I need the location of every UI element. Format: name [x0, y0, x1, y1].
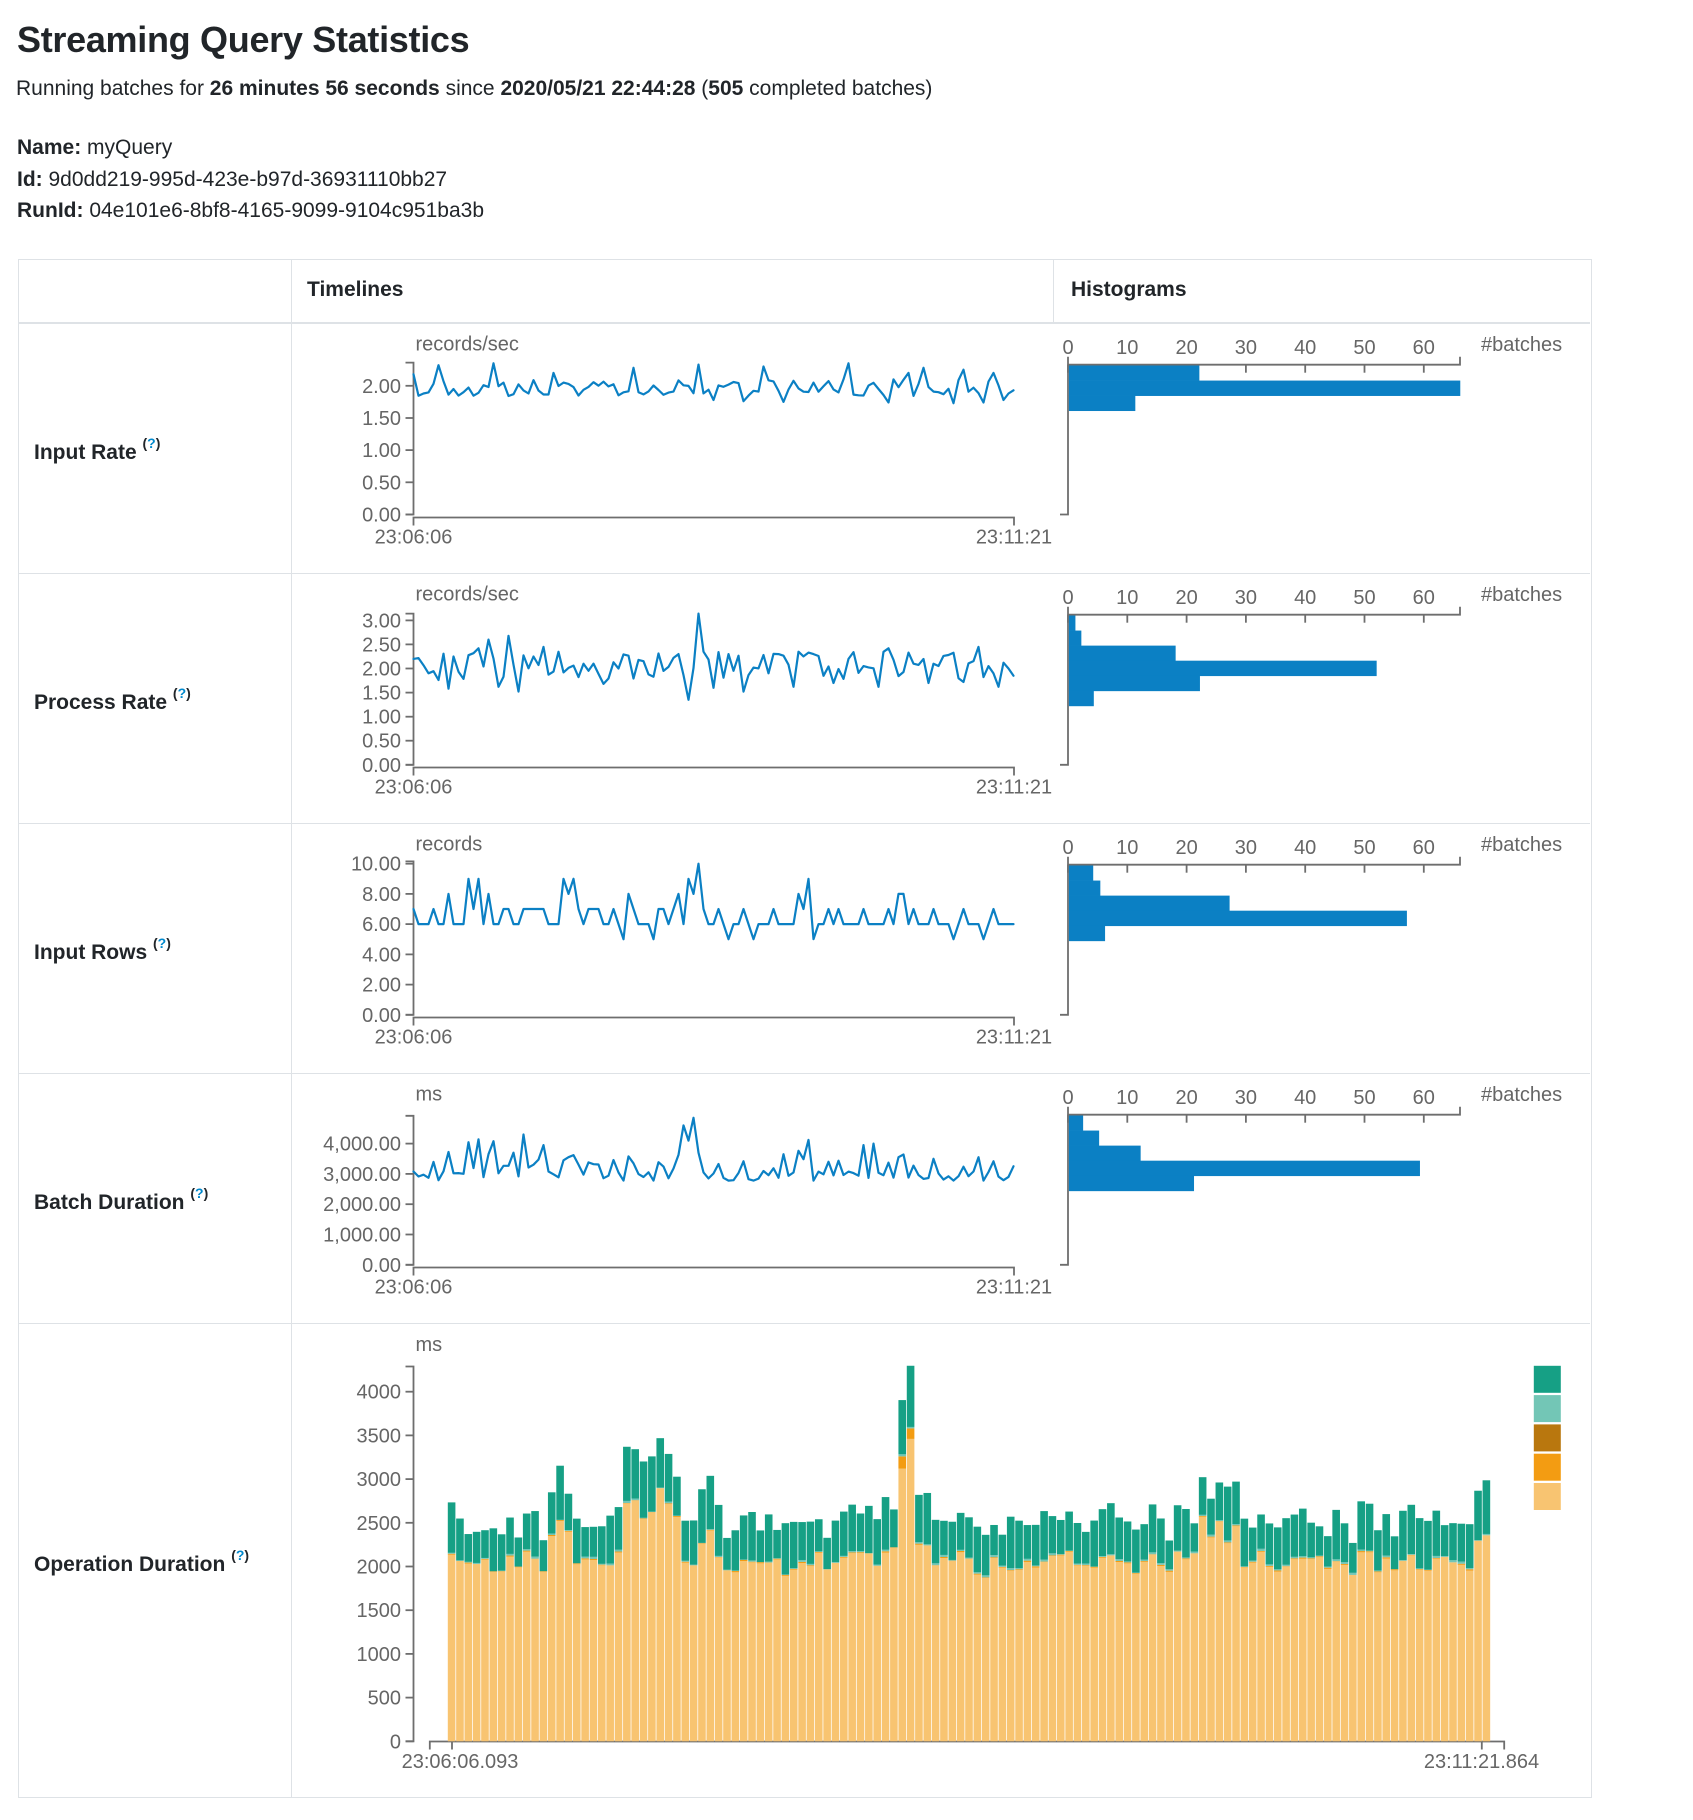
- svg-text:23:11:21: 23:11:21: [976, 777, 1052, 799]
- svg-text:0.00: 0.00: [362, 755, 401, 777]
- svg-text:60: 60: [1413, 1087, 1435, 1109]
- svg-text:#batches: #batches: [1481, 334, 1562, 356]
- svg-text:0: 0: [1062, 587, 1073, 609]
- svg-text:2.00: 2.00: [362, 376, 401, 398]
- svg-text:30: 30: [1235, 587, 1257, 609]
- svg-text:23:11:21: 23:11:21: [976, 527, 1052, 549]
- svg-text:0.00: 0.00: [362, 1005, 401, 1027]
- svg-text:30: 30: [1235, 1087, 1257, 1109]
- svg-text:10: 10: [1116, 1087, 1138, 1109]
- svg-text:0.50: 0.50: [362, 731, 401, 753]
- svg-text:23:06:06: 23:06:06: [375, 1027, 453, 1049]
- svg-text:0.00: 0.00: [362, 505, 401, 527]
- svg-text:40: 40: [1294, 587, 1316, 609]
- svg-text:3.00: 3.00: [362, 610, 401, 632]
- svg-text:8.00: 8.00: [362, 884, 401, 906]
- svg-text:20: 20: [1175, 837, 1197, 859]
- svg-text:60: 60: [1413, 587, 1435, 609]
- svg-text:2.50: 2.50: [362, 634, 401, 656]
- svg-text:0.50: 0.50: [362, 472, 401, 494]
- svg-text:records/sec: records/sec: [416, 334, 519, 356]
- svg-text:#batches: #batches: [1481, 584, 1562, 606]
- svg-text:6.00: 6.00: [362, 914, 401, 936]
- svg-text:23:06:06: 23:06:06: [375, 527, 453, 549]
- svg-text:10: 10: [1116, 337, 1138, 359]
- svg-text:60: 60: [1413, 837, 1435, 859]
- svg-text:0: 0: [1062, 337, 1073, 359]
- svg-text:40: 40: [1294, 1087, 1316, 1109]
- svg-text:1.00: 1.00: [362, 440, 401, 462]
- svg-text:500: 500: [368, 1688, 401, 1710]
- svg-text:50: 50: [1353, 1087, 1375, 1109]
- svg-text:50: 50: [1353, 837, 1375, 859]
- svg-text:#batches: #batches: [1481, 1084, 1562, 1106]
- svg-text:1500: 1500: [357, 1600, 402, 1622]
- svg-text:1.50: 1.50: [362, 683, 401, 705]
- svg-text:23:11:21.864: 23:11:21.864: [1424, 1751, 1539, 1773]
- svg-text:50: 50: [1353, 337, 1375, 359]
- svg-text:#batches: #batches: [1481, 834, 1562, 856]
- svg-text:3,000.00: 3,000.00: [323, 1164, 401, 1186]
- svg-text:2.00: 2.00: [362, 659, 401, 681]
- svg-text:2,000.00: 2,000.00: [323, 1194, 401, 1216]
- svg-text:10: 10: [1116, 587, 1138, 609]
- svg-text:1,000.00: 1,000.00: [323, 1225, 401, 1247]
- svg-text:0: 0: [390, 1731, 401, 1753]
- svg-text:23:11:21: 23:11:21: [976, 1027, 1052, 1049]
- svg-text:20: 20: [1175, 587, 1197, 609]
- svg-text:30: 30: [1235, 337, 1257, 359]
- svg-text:10: 10: [1116, 837, 1138, 859]
- svg-text:23:06:06: 23:06:06: [375, 777, 453, 799]
- svg-text:4.00: 4.00: [362, 944, 401, 966]
- svg-text:4,000.00: 4,000.00: [323, 1134, 401, 1156]
- svg-text:ms: ms: [416, 1334, 443, 1356]
- svg-text:3500: 3500: [357, 1425, 402, 1447]
- svg-text:23:06:06: 23:06:06: [375, 1277, 453, 1299]
- svg-text:1000: 1000: [357, 1644, 402, 1666]
- svg-text:0: 0: [1062, 1087, 1073, 1109]
- svg-text:23:11:21: 23:11:21: [976, 1277, 1052, 1299]
- svg-text:2000: 2000: [357, 1557, 402, 1579]
- svg-text:10.00: 10.00: [351, 854, 401, 876]
- svg-text:40: 40: [1294, 337, 1316, 359]
- svg-text:40: 40: [1294, 837, 1316, 859]
- svg-text:50: 50: [1353, 587, 1375, 609]
- svg-text:20: 20: [1175, 337, 1197, 359]
- svg-text:2500: 2500: [357, 1513, 402, 1535]
- svg-text:0: 0: [1062, 837, 1073, 859]
- svg-text:1.50: 1.50: [362, 408, 401, 430]
- svg-text:1.00: 1.00: [362, 707, 401, 729]
- svg-text:0.00: 0.00: [362, 1255, 401, 1277]
- svg-text:ms: ms: [416, 1084, 443, 1106]
- svg-text:60: 60: [1413, 337, 1435, 359]
- svg-text:23:06:06.093: 23:06:06.093: [402, 1751, 519, 1773]
- svg-text:records: records: [416, 834, 483, 856]
- svg-text:20: 20: [1175, 1087, 1197, 1109]
- svg-text:30: 30: [1235, 837, 1257, 859]
- svg-text:2.00: 2.00: [362, 975, 401, 997]
- svg-text:3000: 3000: [357, 1469, 402, 1491]
- svg-text:4000: 4000: [357, 1382, 402, 1404]
- svg-text:records/sec: records/sec: [416, 584, 519, 606]
